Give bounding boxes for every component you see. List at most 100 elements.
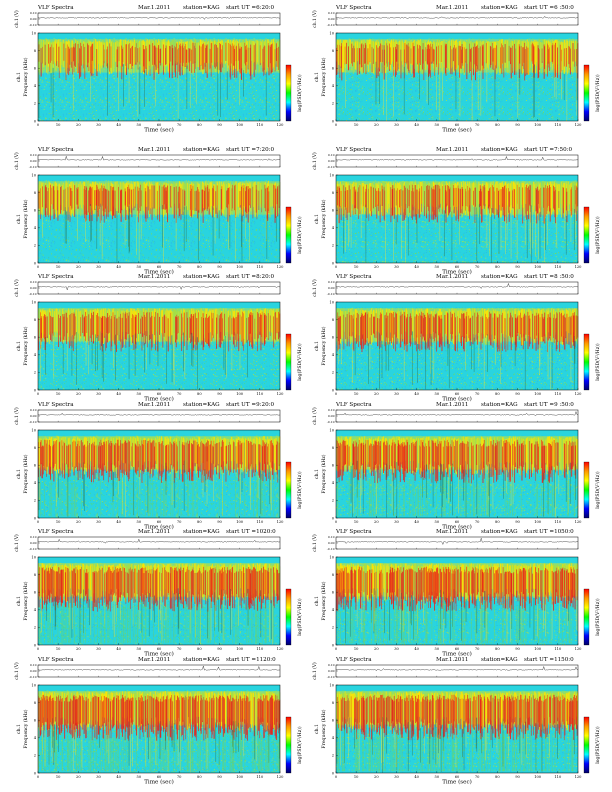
time-tick-label: 90 <box>515 265 520 269</box>
wave-tick-label: 0.00 <box>30 17 37 21</box>
freq-tick-label: 2 <box>34 244 36 248</box>
spec-channel-label: ch.1 <box>314 214 320 224</box>
time-tick-label: 20 <box>76 520 81 524</box>
freq-tick-label: 10 <box>329 555 334 559</box>
waveform-strip <box>37 409 281 423</box>
colorbar <box>583 716 590 774</box>
panel-title: VLF Spectra <box>37 274 74 280</box>
wave-tick-label: 0.00 <box>30 159 37 163</box>
freq-axis-label: Frequency (kHz) <box>320 454 327 493</box>
time-tick-label: 110 <box>256 647 264 651</box>
time-tick-label: 50 <box>137 647 142 651</box>
spectrogram-image <box>335 32 579 122</box>
freq-axis-label: Frequency (kHz) <box>320 581 327 620</box>
wave-axis-label: ch.1 (V) <box>313 407 318 425</box>
time-tick-label: 70 <box>177 123 182 127</box>
freq-tick-label: 10 <box>329 683 334 687</box>
spectrogram-panel: VLF Spectra Mar.1.2011 station=KAG start UT… <box>308 527 608 658</box>
time-tick-label: 0 <box>37 123 40 127</box>
freq-axis-label: Frequency (kHz) <box>22 326 29 365</box>
time-tick-label: 30 <box>96 392 101 396</box>
freq-tick-label: 0 <box>34 119 37 123</box>
time-tick-label: 0 <box>335 647 338 651</box>
freq-tick-label: 8 <box>332 318 335 322</box>
freq-tick-label: 2 <box>34 371 36 375</box>
time-tick-label: 100 <box>534 520 542 524</box>
wave-tick-label: 0.00 <box>30 541 37 545</box>
time-tick-label: 110 <box>256 265 264 269</box>
wave-tick-label: -0.10 <box>29 420 37 424</box>
wave-axis-label: ch.1 (V) <box>313 152 318 170</box>
time-tick-label: 90 <box>515 123 520 127</box>
spectrogram-chart: VLF Spectra Mar.1.2011 station=KAG start UT… <box>15 5 303 134</box>
waveform-strip <box>335 664 579 678</box>
time-tick-label: 20 <box>76 123 81 127</box>
time-tick-label: 90 <box>515 647 520 651</box>
wave-tick-label: 0.10 <box>328 663 335 667</box>
time-tick-label: 100 <box>236 392 244 396</box>
time-tick-label: 0 <box>335 775 338 779</box>
waveform-strip <box>335 536 579 550</box>
time-tick-label: 120 <box>277 775 285 779</box>
panel-station: station=KAG <box>481 657 518 663</box>
wave-axis-label: ch.1 (V) <box>15 10 20 28</box>
panel-start-time: start UT =1020:0 <box>226 529 276 535</box>
time-tick-label: 50 <box>137 392 142 396</box>
time-tick-label: 50 <box>435 647 440 651</box>
panel-start-time: start UT =8 :50:0 <box>524 274 574 280</box>
wave-axis-label: ch.1 (V) <box>15 534 20 552</box>
freq-tick-label: 0 <box>34 261 37 265</box>
wave-tick-label: 0.10 <box>328 408 335 412</box>
freq-tick-label: 10 <box>329 31 334 35</box>
time-tick-label: 10 <box>354 520 359 524</box>
freq-tick-label: 2 <box>34 626 36 630</box>
panel-date: Mar.1.2011 <box>138 529 170 535</box>
spectrogram-image <box>37 556 281 646</box>
colorbar <box>285 461 292 519</box>
panel-date: Mar.1.2011 <box>138 5 170 11</box>
freq-tick-label: 4 <box>34 608 37 612</box>
time-tick-label: 40 <box>414 520 419 524</box>
colorbar-label: log(PSD(V²/Hz)) <box>296 343 303 381</box>
freq-tick-label: 2 <box>332 371 334 375</box>
panel-start-time: start UT =1050:0 <box>524 529 574 535</box>
freq-tick-label: 8 <box>34 318 37 322</box>
freq-tick-label: 10 <box>31 428 36 432</box>
freq-tick-label: 2 <box>34 754 36 758</box>
spectrogram-chart: VLF Spectra Mar.1.2011 station=KAG start UT… <box>313 529 601 658</box>
panel-station: station=KAG <box>183 5 220 11</box>
freq-tick-label: 2 <box>34 102 36 106</box>
wave-axis-label: ch.1 (V) <box>313 279 318 297</box>
time-tick-label: 50 <box>435 775 440 779</box>
time-axis-label: Time (sec) <box>144 651 174 658</box>
freq-tick-label: 6 <box>34 464 37 468</box>
colorbar <box>285 716 292 774</box>
time-tick-label: 80 <box>495 520 500 524</box>
time-tick-label: 120 <box>575 775 583 779</box>
panel-station: station=KAG <box>183 657 220 663</box>
time-tick-label: 20 <box>76 647 81 651</box>
time-tick-label: 60 <box>455 775 460 779</box>
panel-start-time: start UT =7:50:0 <box>524 147 573 153</box>
spectrogram-chart: VLF Spectra Mar.1.2011 station=KAG start UT… <box>313 402 601 531</box>
waveform-strip <box>335 12 579 26</box>
wave-tick-label: 0.00 <box>30 669 37 673</box>
time-axis-label: Time (sec) <box>442 269 472 276</box>
time-tick-label: 10 <box>56 520 61 524</box>
wave-tick-label: 0.10 <box>328 280 335 284</box>
wave-tick-label: -0.10 <box>327 292 335 296</box>
waveform-strip <box>37 536 281 550</box>
time-tick-label: 100 <box>236 775 244 779</box>
wave-tick-label: -0.10 <box>327 165 335 169</box>
spec-channel-label: ch.1 <box>314 341 320 351</box>
panel-title: VLF Spectra <box>335 274 372 280</box>
time-tick-label: 40 <box>116 265 121 269</box>
waveform-strip <box>335 409 579 423</box>
time-tick-label: 70 <box>475 265 480 269</box>
freq-tick-label: 10 <box>329 173 334 177</box>
time-tick-label: 120 <box>277 123 285 127</box>
time-tick-label: 20 <box>76 265 81 269</box>
panel-start-time: start UT =9:20:0 <box>226 402 275 408</box>
time-tick-label: 30 <box>96 647 101 651</box>
time-tick-label: 50 <box>435 265 440 269</box>
